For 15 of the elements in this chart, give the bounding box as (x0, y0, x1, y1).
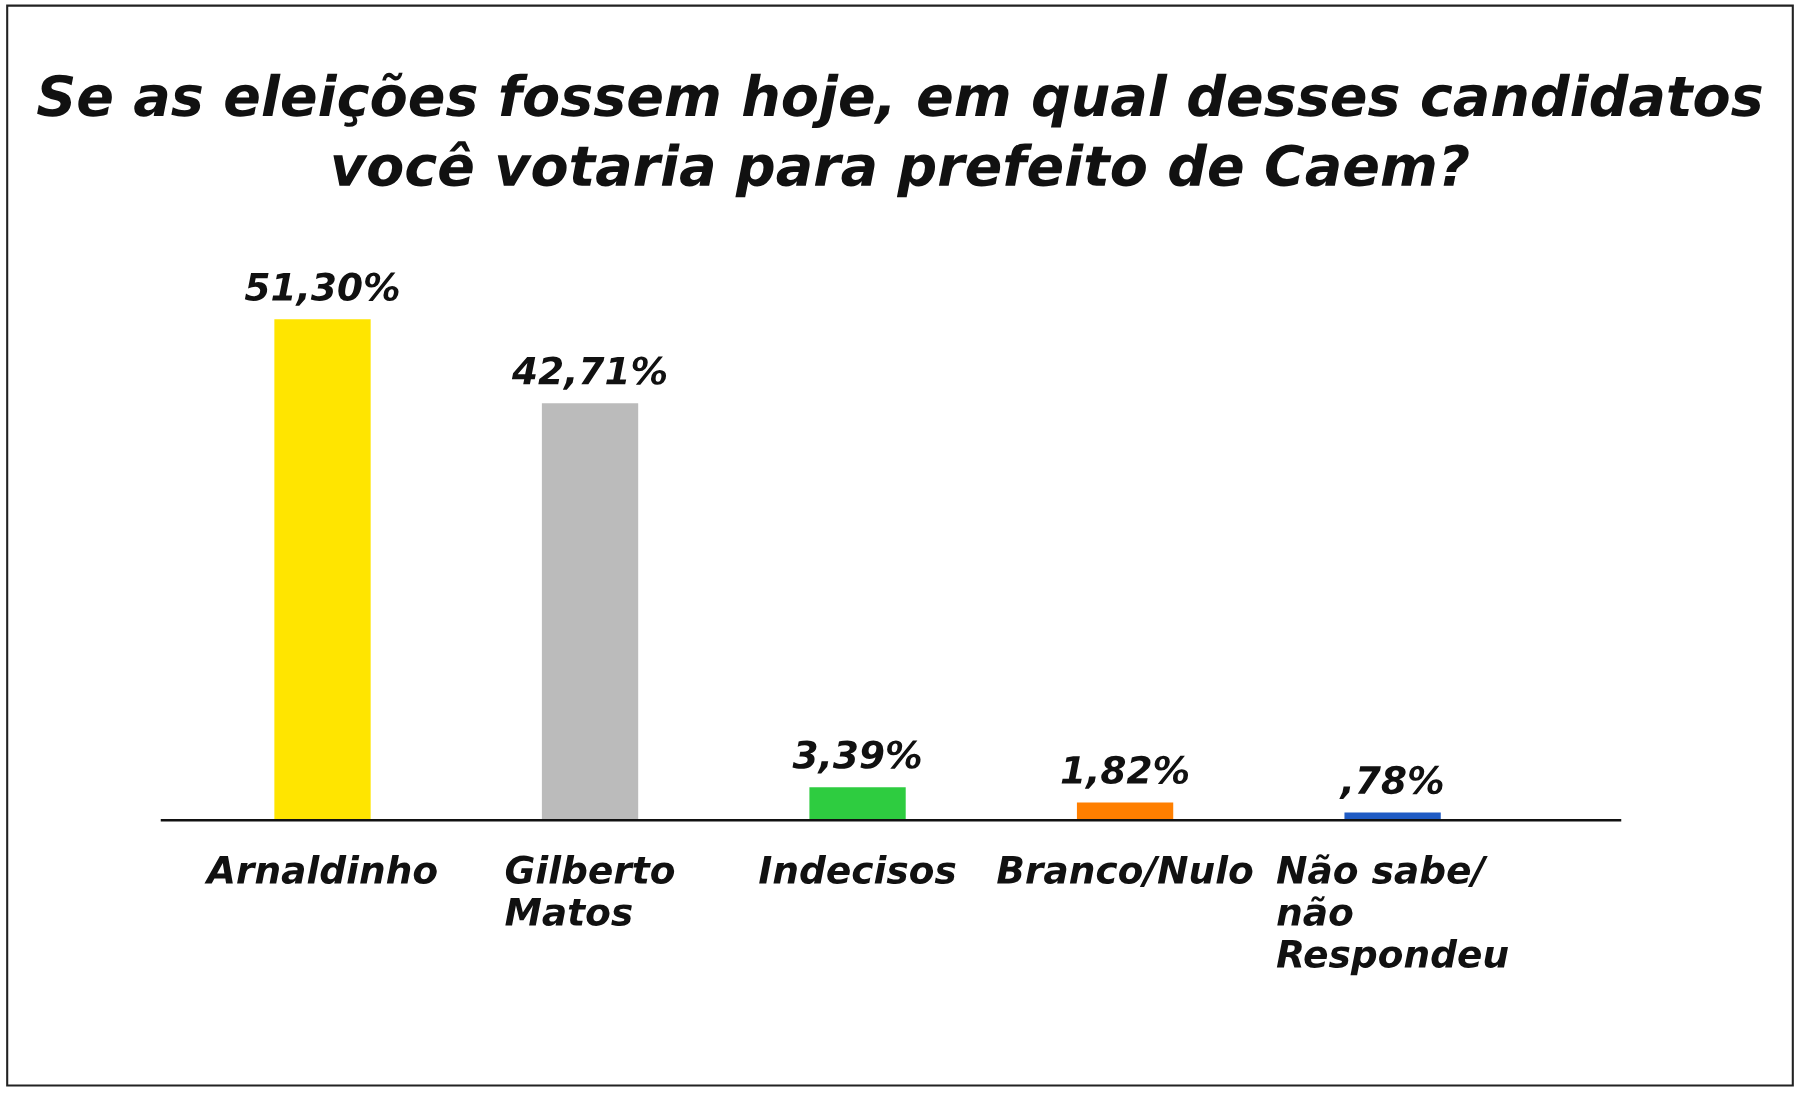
data-label: 42,71% (511, 356, 667, 390)
data-label: 51,30% (244, 272, 399, 306)
bar (809, 787, 906, 821)
chart-title: Se as eleições fossem hoje, em qual desses candidatos você votaria para prefeito de Caem? (37, 72, 1762, 198)
x-tick-label: Branco/Nulo (997, 854, 1253, 887)
x-tick-label: Indecisos (759, 854, 956, 884)
bar (1076, 802, 1174, 821)
bar (541, 403, 639, 821)
x-tick-label: Arnaldinho (204, 854, 437, 884)
data-label: ,78% (1339, 765, 1443, 800)
data-label: 3,39% (792, 740, 921, 774)
data-label: 1,82% (1061, 755, 1189, 789)
x-tick-label: Gilberto Matos (505, 854, 675, 926)
x-tick-label: Não sabe/ não Respondeu (1276, 854, 1508, 976)
bar (274, 319, 371, 821)
